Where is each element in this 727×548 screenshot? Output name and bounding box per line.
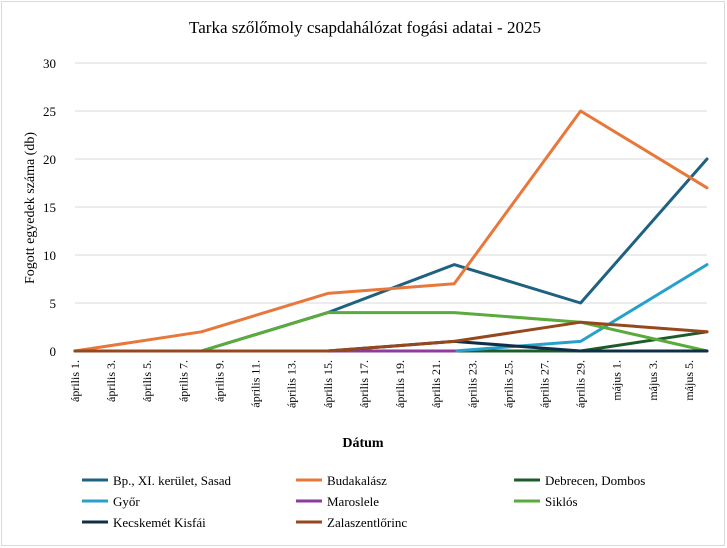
- series-line-7: [73, 320, 709, 353]
- y-tick-labels: 0 5 10 15 20 25 30: [43, 56, 56, 359]
- legend-label-6: Kecskemét Kisfái: [113, 515, 206, 530]
- y-tick-label: 15: [43, 200, 56, 215]
- x-tick-label: április 27.: [537, 360, 551, 408]
- x-tick-label: április 7.: [176, 360, 190, 402]
- gridlines: [75, 62, 707, 304]
- x-tick-label: április 25.: [501, 360, 515, 408]
- y-tick-label: 20: [43, 152, 56, 167]
- legend-label-2: Debrecen, Dombos: [545, 473, 645, 488]
- x-tick-label: május 3.: [646, 360, 660, 401]
- x-tick-labels: április 1. április 3. április 5. április 7.…: [68, 360, 696, 408]
- x-tick-label: április 5.: [140, 360, 154, 402]
- y-tick-label: 0: [50, 344, 57, 359]
- y-tick-label: 25: [43, 104, 56, 119]
- x-tick-label: május 5.: [682, 360, 696, 401]
- series-lines: [73, 109, 709, 353]
- y-axis-title: Fogott egyedek száma (db): [23, 132, 38, 284]
- legend-label-1: Budakalász: [327, 473, 387, 488]
- legend-label-3: Győr: [113, 494, 140, 509]
- y-tick-label: 5: [50, 296, 57, 311]
- x-tick-label: április 15.: [321, 360, 335, 408]
- legend: Bp., XI. kerület, Sasad Budakalász Debrece…: [82, 473, 645, 530]
- series-line-5: [199, 311, 709, 353]
- x-tick-label: április 1.: [68, 360, 82, 402]
- x-tick-label: április 19.: [393, 360, 407, 408]
- series-line-1: [73, 109, 709, 353]
- series-line-2: [73, 330, 709, 353]
- x-tick-label: április 17.: [357, 360, 371, 408]
- y-tick-label: 30: [43, 56, 56, 71]
- legend-label-0: Bp., XI. kerület, Sasad: [113, 473, 232, 488]
- x-axis-title: Dátum: [342, 436, 384, 451]
- x-tick-label: május 1.: [610, 360, 624, 401]
- legend-label-7: Zalaszentlőrinc: [327, 515, 407, 530]
- x-tick-label: április 29.: [574, 360, 588, 408]
- chart-title: Tarka szőlőmoly csapdahálózat fogási ada…: [189, 18, 541, 37]
- legend-label-5: Siklós: [545, 494, 578, 509]
- legend-label-4: Maroslele: [327, 494, 379, 509]
- x-tick-label: április 13.: [285, 360, 299, 408]
- x-tick-label: április 11.: [249, 360, 263, 408]
- x-tick-label: április 21.: [429, 360, 443, 408]
- x-tick-label: április 9.: [212, 360, 226, 402]
- x-tick-label: április 3.: [104, 360, 118, 402]
- y-tick-label: 10: [43, 248, 56, 263]
- x-tick-label: április 23.: [465, 360, 479, 408]
